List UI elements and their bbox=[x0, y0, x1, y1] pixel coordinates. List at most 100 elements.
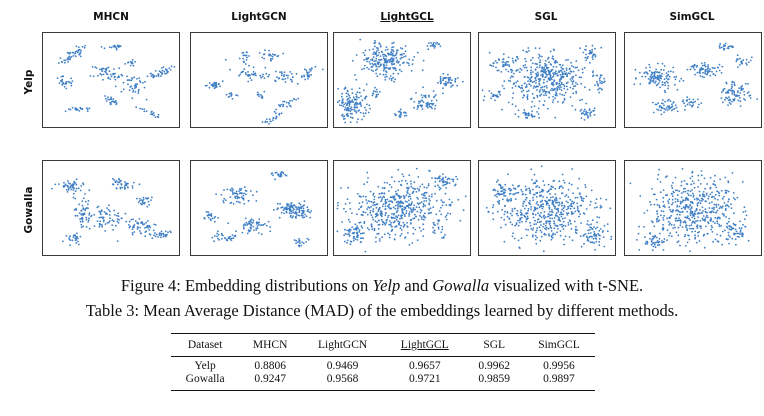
embedding-point bbox=[112, 183, 115, 186]
embedding-point bbox=[377, 47, 379, 50]
embedding-point bbox=[356, 239, 359, 241]
embedding-point bbox=[96, 206, 99, 209]
embedding-point bbox=[410, 185, 413, 188]
embedding-point bbox=[562, 228, 565, 230]
embedding-point bbox=[243, 202, 246, 205]
embedding-point bbox=[535, 196, 538, 198]
embedding-point bbox=[375, 236, 377, 239]
embedding-point bbox=[61, 78, 64, 81]
embedding-point bbox=[496, 196, 498, 198]
embedding-point bbox=[379, 59, 382, 61]
embedding-point bbox=[390, 77, 393, 80]
embedding-point bbox=[435, 213, 438, 216]
embedding-point bbox=[76, 215, 79, 217]
embedding-point bbox=[136, 78, 138, 80]
embedding-point bbox=[727, 180, 730, 183]
embedding-point bbox=[482, 99, 485, 102]
embedding-point bbox=[682, 99, 685, 102]
embedding-point bbox=[423, 194, 426, 197]
embedding-point bbox=[336, 207, 339, 210]
embedding-point bbox=[290, 212, 293, 215]
embedding-point bbox=[570, 80, 573, 82]
embedding-point bbox=[130, 79, 133, 82]
embedding-point bbox=[603, 245, 606, 248]
embedding-point bbox=[735, 60, 738, 63]
embedding-point bbox=[124, 183, 127, 185]
embedding-point bbox=[377, 63, 380, 66]
embedding-point bbox=[702, 191, 705, 193]
embedding-point bbox=[355, 111, 358, 114]
embedding-point bbox=[280, 206, 283, 209]
embedding-point bbox=[444, 216, 447, 218]
embedding-point bbox=[451, 201, 453, 204]
embedding-point bbox=[86, 110, 89, 113]
embedding-point bbox=[440, 199, 443, 201]
embedding-point bbox=[703, 219, 706, 222]
embedding-point bbox=[585, 110, 588, 113]
embedding-point bbox=[138, 183, 141, 186]
embedding-point bbox=[589, 204, 591, 206]
embedding-point bbox=[575, 82, 577, 84]
embedding-point bbox=[502, 193, 505, 195]
embedding-point bbox=[408, 215, 410, 217]
embedding-point bbox=[231, 97, 234, 100]
embedding-point bbox=[532, 182, 535, 185]
embedding-point bbox=[598, 229, 601, 232]
embedding-point bbox=[580, 117, 583, 119]
embedding-point bbox=[213, 81, 216, 84]
embedding-point bbox=[686, 217, 689, 219]
embedding-point bbox=[338, 99, 341, 102]
embedding-point bbox=[374, 41, 377, 44]
embedding-point bbox=[547, 73, 550, 76]
embedding-point bbox=[161, 69, 164, 72]
embedding-point bbox=[556, 224, 559, 227]
embedding-point bbox=[427, 184, 430, 187]
embedding-point bbox=[363, 59, 365, 61]
embedding-point bbox=[434, 185, 437, 187]
embedding-point bbox=[384, 76, 386, 78]
embedding-point bbox=[304, 213, 306, 216]
embedding-point bbox=[589, 114, 592, 117]
embedding-point bbox=[521, 220, 523, 223]
embedding-point bbox=[594, 47, 596, 50]
embedding-point bbox=[668, 106, 670, 109]
embedding-point bbox=[273, 209, 275, 211]
embedding-point bbox=[714, 184, 717, 187]
tsne-panel-yelp-sgl bbox=[478, 32, 616, 128]
embedding-point bbox=[695, 241, 698, 244]
embedding-point bbox=[388, 236, 391, 239]
embedding-point bbox=[583, 66, 586, 69]
embedding-point bbox=[710, 196, 713, 199]
embedding-point bbox=[154, 116, 157, 118]
embedding-point bbox=[395, 218, 398, 221]
embedding-point bbox=[206, 84, 208, 87]
embedding-point bbox=[113, 179, 116, 181]
embedding-point bbox=[658, 243, 661, 246]
header-dataset: Dataset bbox=[171, 333, 240, 357]
embedding-point bbox=[247, 73, 250, 76]
embedding-point bbox=[685, 226, 687, 228]
embedding-point bbox=[447, 212, 449, 215]
embedding-point bbox=[358, 87, 361, 90]
embedding-point bbox=[556, 74, 559, 77]
embedding-point bbox=[596, 74, 599, 77]
embedding-point bbox=[80, 226, 83, 229]
embedding-point bbox=[87, 203, 89, 206]
embedding-point bbox=[348, 94, 351, 97]
embedding-point bbox=[380, 50, 383, 53]
embedding-point bbox=[709, 68, 711, 71]
embedding-point bbox=[538, 214, 541, 217]
embedding-point bbox=[248, 64, 250, 67]
embedding-point bbox=[438, 210, 441, 212]
embedding-point bbox=[575, 74, 577, 77]
embedding-point bbox=[559, 93, 561, 95]
embedding-point bbox=[238, 74, 240, 77]
embedding-point bbox=[536, 66, 538, 69]
embedding-point bbox=[544, 200, 547, 202]
embedding-point bbox=[550, 70, 553, 72]
embedding-point bbox=[408, 213, 410, 215]
embedding-point bbox=[548, 96, 550, 99]
embedding-point bbox=[517, 58, 519, 60]
embedding-point bbox=[539, 94, 542, 97]
embedding-point bbox=[378, 51, 381, 54]
